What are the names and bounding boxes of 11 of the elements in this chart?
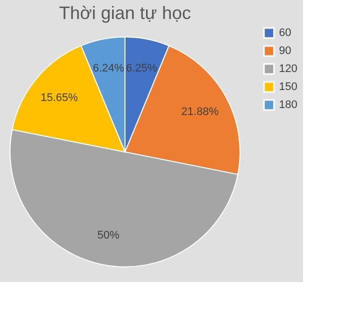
data-label: 6.24%: [92, 62, 124, 75]
chart-title: Thời gian tự học: [59, 3, 191, 23]
legend-label: 60: [279, 27, 292, 39]
data-label: 21.88%: [181, 106, 219, 118]
legend-label: 150: [279, 81, 298, 93]
data-label: 50%: [97, 229, 120, 242]
data-label: 15.65%: [40, 92, 78, 104]
legend-label: 90: [279, 45, 292, 57]
legend-label: 180: [279, 99, 298, 111]
data-label: 6.25%: [126, 62, 158, 75]
legend-label: 120: [279, 63, 298, 75]
